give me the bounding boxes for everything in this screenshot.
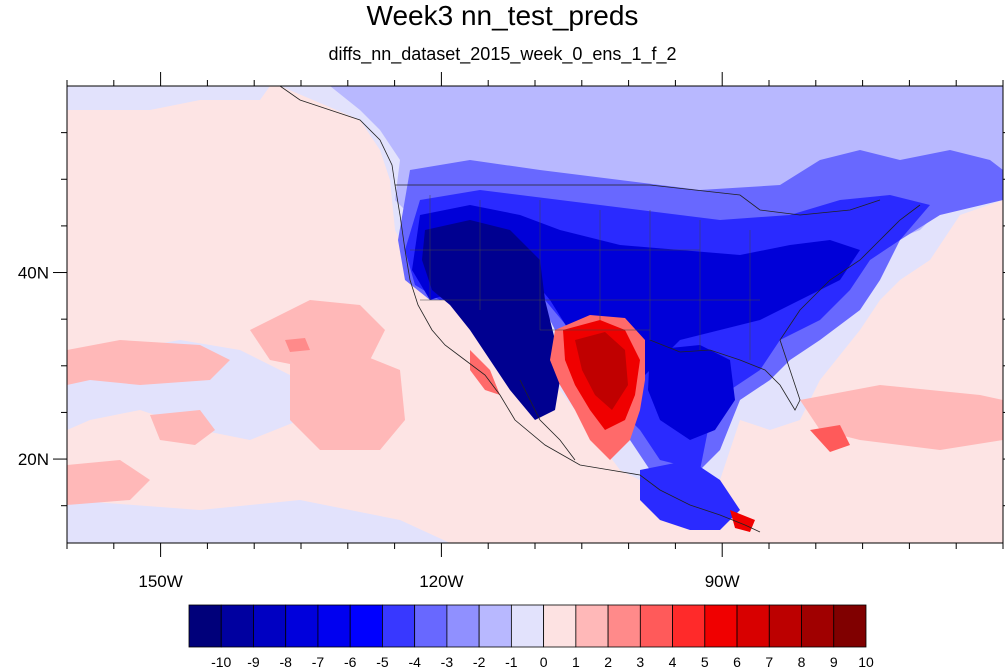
colorbar-swatch xyxy=(736,604,770,648)
anomaly-pos-baja xyxy=(470,350,500,395)
anomaly-pos-4-atlantic xyxy=(810,425,850,452)
colorbar-label: -3 xyxy=(441,654,454,670)
colorbar-label: 1 xyxy=(572,654,580,670)
colorbar-label: -1 xyxy=(505,654,518,670)
lon-tick-label: 150W xyxy=(138,572,182,591)
cool-region-south xyxy=(67,500,450,543)
colorbar-label: -8 xyxy=(279,654,292,670)
axis-tick-labels: 150W 120W 90W 40N 20N xyxy=(18,264,740,591)
colorbar-label: -9 xyxy=(247,654,260,670)
colorbar-label: -6 xyxy=(344,654,357,670)
colorbar-swatch xyxy=(349,604,383,648)
colorbar-swatch xyxy=(543,604,577,648)
colorbar-label: -4 xyxy=(408,654,421,670)
anomaly-pos-2-pacific-c xyxy=(290,350,405,450)
colorbar-swatch xyxy=(478,604,512,648)
lon-tick-label: 120W xyxy=(419,572,463,591)
colorbar-swatch xyxy=(382,604,416,648)
lat-tick-label: 20N xyxy=(18,450,49,469)
anomaly-pos-2-hawaii-s xyxy=(67,460,150,505)
anomaly-neg-10-west xyxy=(422,220,560,420)
anomaly-pos-8-texas xyxy=(575,332,628,410)
colorbar-label: 5 xyxy=(701,654,709,670)
colorbar-label: 7 xyxy=(765,654,773,670)
lat-tick-label: 40N xyxy=(18,264,49,283)
colorbar-label: -5 xyxy=(376,654,389,670)
colorbar-swatch xyxy=(704,604,738,648)
anomaly-pos-2-hawaii-n xyxy=(150,410,215,445)
colorbar-label: -2 xyxy=(473,654,486,670)
colorbar-swatch xyxy=(220,604,254,648)
colorbar-label: -10 xyxy=(211,654,231,670)
anomaly-neg-central-america xyxy=(640,460,740,530)
anomaly-pos-3-pacific xyxy=(285,338,310,352)
colorbar-label: 9 xyxy=(830,654,838,670)
colorbar-swatch xyxy=(607,604,641,648)
anomaly-neg-gulf xyxy=(648,345,735,440)
state-borders xyxy=(410,195,760,360)
colorbar-swatch xyxy=(188,604,222,648)
colorbar-swatch xyxy=(833,604,867,648)
colorbar-label: 2 xyxy=(604,654,612,670)
colorbar-label: 6 xyxy=(733,654,741,670)
anomaly-pos-2-pacific-w xyxy=(67,340,230,385)
cool-region-northwest xyxy=(67,86,270,110)
colorbar-swatch xyxy=(253,604,287,648)
colorbar-label: 10 xyxy=(858,654,874,670)
colorbar-swatch xyxy=(672,604,706,648)
colorbar-swatch xyxy=(285,604,319,648)
colorbar-label: 3 xyxy=(636,654,644,670)
lon-tick-label: 90W xyxy=(705,572,740,591)
colorbar-swatch xyxy=(768,604,802,648)
colorbar-label: 8 xyxy=(798,654,806,670)
colorbar-swatch xyxy=(317,604,351,648)
map-title: Week3 nn_test_preds xyxy=(366,0,639,31)
colorbar-label: 4 xyxy=(669,654,677,670)
colorbar-swatch xyxy=(510,604,545,648)
map-field xyxy=(67,86,1003,543)
colorbar-label: -7 xyxy=(312,654,325,670)
colorbar: -10 -9 -8 -7 -6 -5 -4 -3 -2 -1 0 1 2 3 4 5 6 7 8 9 10 xyxy=(188,604,874,670)
colorbar-label: 0 xyxy=(540,654,548,670)
axis-ticks xyxy=(53,72,1005,557)
colorbar-swatch xyxy=(575,604,609,648)
colorbar-swatch xyxy=(446,604,480,648)
colorbar-swatch xyxy=(639,604,673,648)
anomaly-pos-2-atlantic xyxy=(800,385,1003,450)
coastlines xyxy=(279,86,921,533)
map-subtitle: diffs_nn_dataset_2015_week_0_ens_1_f_2 xyxy=(328,44,677,64)
colorbar-swatch xyxy=(414,604,448,648)
colorbar-swatch xyxy=(801,604,835,648)
